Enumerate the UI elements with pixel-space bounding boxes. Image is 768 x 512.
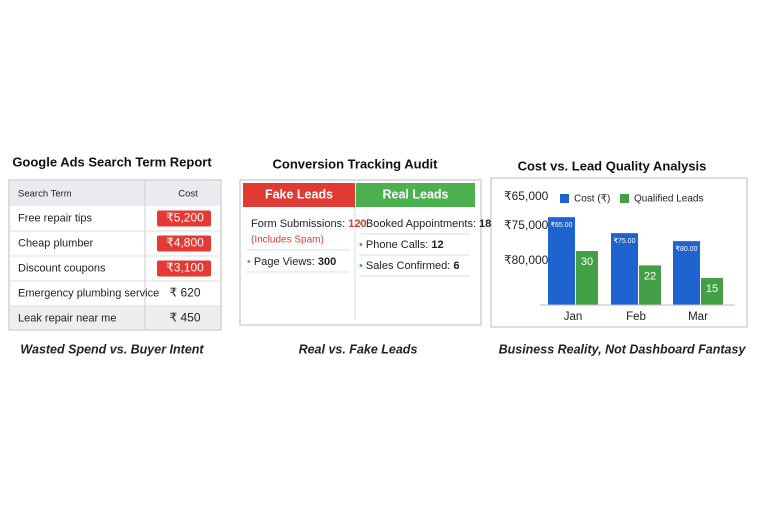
- x-tick-label: Mar: [688, 311, 708, 323]
- caption: Business Reality, Not Dashboard Fantasy: [499, 342, 747, 356]
- item-value: 120: [345, 218, 366, 230]
- cost: ₹4,800: [166, 236, 204, 250]
- bar: [611, 233, 638, 305]
- table-header: Cost: [178, 189, 198, 200]
- bullet: •: [247, 256, 254, 268]
- lead-header: [243, 183, 355, 207]
- cost: ₹5,200: [166, 211, 204, 225]
- panel-title: Google Ads Search Term Report: [12, 154, 212, 169]
- item-label: Phone Calls:: [366, 239, 428, 251]
- cost: ₹ 620: [170, 286, 201, 300]
- lead-item: • Sales Confirmed: 6: [359, 260, 459, 272]
- y-axis-label: ₹65,000: [504, 189, 549, 203]
- lead-heading: Real Leads: [382, 187, 448, 201]
- item-label: Form Submissions:: [251, 218, 345, 230]
- table-header-bg: [10, 181, 220, 206]
- bar: [548, 217, 575, 305]
- panel-title: Cost vs. Lead Quality Analysis: [518, 158, 707, 173]
- bullet: •: [359, 239, 366, 251]
- lead-header: [356, 183, 475, 207]
- item-label: Page Views:: [254, 256, 315, 268]
- bar: [673, 241, 700, 305]
- bullet: •: [359, 260, 366, 272]
- cost: ₹3,100: [166, 261, 204, 275]
- bullet: •: [359, 218, 366, 230]
- lead-item: • Phone Calls: 12: [359, 239, 444, 251]
- search-term: Discount coupons: [18, 262, 106, 274]
- value-label: ₹80.00: [676, 245, 698, 253]
- lead-item: • Page Views: 300: [247, 256, 336, 268]
- legend-swatch: [560, 194, 569, 203]
- y-axis-label: ₹75,000: [504, 218, 549, 232]
- item-value: 18: [476, 218, 491, 230]
- search-term: Emergency plumbing service: [18, 287, 159, 299]
- table-header: Search Term: [18, 189, 72, 200]
- value-label: 22: [644, 270, 656, 282]
- value-label: ₹75.00: [614, 237, 636, 245]
- caption: Real vs. Fake Leads: [299, 342, 418, 356]
- row-bg: [10, 306, 220, 329]
- item-value: 300: [315, 256, 336, 268]
- panel-title: Conversion Tracking Audit: [273, 156, 439, 171]
- value-label: 15: [706, 283, 718, 295]
- value-label: ₹65.00: [551, 221, 573, 229]
- item-label: Sales Confirmed:: [366, 260, 450, 272]
- value-label: 30: [581, 256, 593, 268]
- bar: [576, 251, 598, 305]
- cost-badge: [157, 235, 211, 252]
- bar: [639, 265, 661, 305]
- caption: Wasted Spend vs. Buyer Intent: [20, 342, 204, 356]
- cost-badge: [157, 210, 211, 227]
- search-term: Free repair tips: [18, 212, 92, 224]
- search-term: Leak repair near me: [18, 312, 116, 324]
- cost-badge: [157, 260, 211, 277]
- bar: [701, 278, 723, 305]
- lead-item: • Booked Appointments: 18: [359, 218, 491, 230]
- cost: ₹ 450: [170, 311, 201, 325]
- legend-label: Cost (₹): [574, 194, 610, 205]
- x-tick-label: Jan: [564, 311, 583, 323]
- legend-label: Qualified Leads: [634, 194, 704, 205]
- lead-item: Form Submissions: 120: [251, 218, 367, 230]
- y-axis-label: ₹80,000: [504, 253, 549, 267]
- item-label: Booked Appointments:: [366, 218, 476, 230]
- x-tick-label: Feb: [626, 311, 646, 323]
- search-term: Cheap plumber: [18, 237, 94, 249]
- item-value: 6: [450, 260, 459, 272]
- item-note: (Includes Spam): [251, 235, 324, 246]
- item-value: 12: [428, 239, 443, 251]
- legend-swatch: [620, 194, 629, 203]
- lead-heading: Fake Leads: [265, 187, 333, 201]
